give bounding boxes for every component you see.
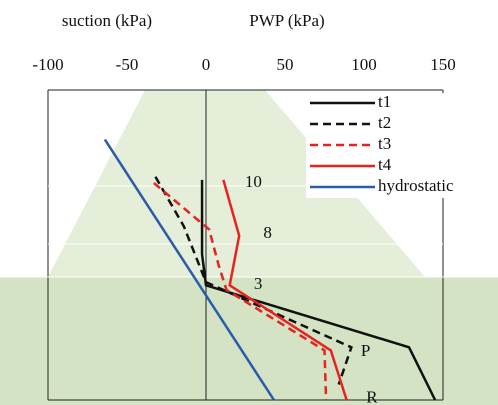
x-tick-label: 50 [277,55,294,74]
x-tick-label: 0 [202,55,211,74]
x-tick-label: -50 [116,55,139,74]
annotation: 3 [254,274,263,293]
series-line [153,182,328,401]
legend-bg [306,177,468,198]
legend-label: t4 [378,155,392,174]
legend-label: t3 [378,134,391,153]
legend-label: t1 [378,92,391,111]
embankment [48,90,425,277]
series-line [222,179,348,401]
x-tick-label: -100 [32,55,63,74]
series-line [154,176,353,385]
legend-bg [306,135,468,156]
annotation: 8 [263,223,272,242]
annotation: R [366,387,378,405]
legend-label: hydrostatic [378,176,454,195]
annotation: P [361,341,370,360]
axis-title: PWP (kPa) [249,11,324,30]
annotation: 10 [245,172,262,191]
series-line [200,179,437,401]
legend-bg [306,156,468,177]
legend-bg [306,114,468,135]
series-line [103,138,275,401]
axis-title: suction (kPa) [62,11,152,30]
x-tick-label: 100 [351,55,377,74]
x-tick-label: 150 [430,55,456,74]
legend-bg [306,93,468,114]
legend-label: t2 [378,113,391,132]
ground [0,277,498,405]
